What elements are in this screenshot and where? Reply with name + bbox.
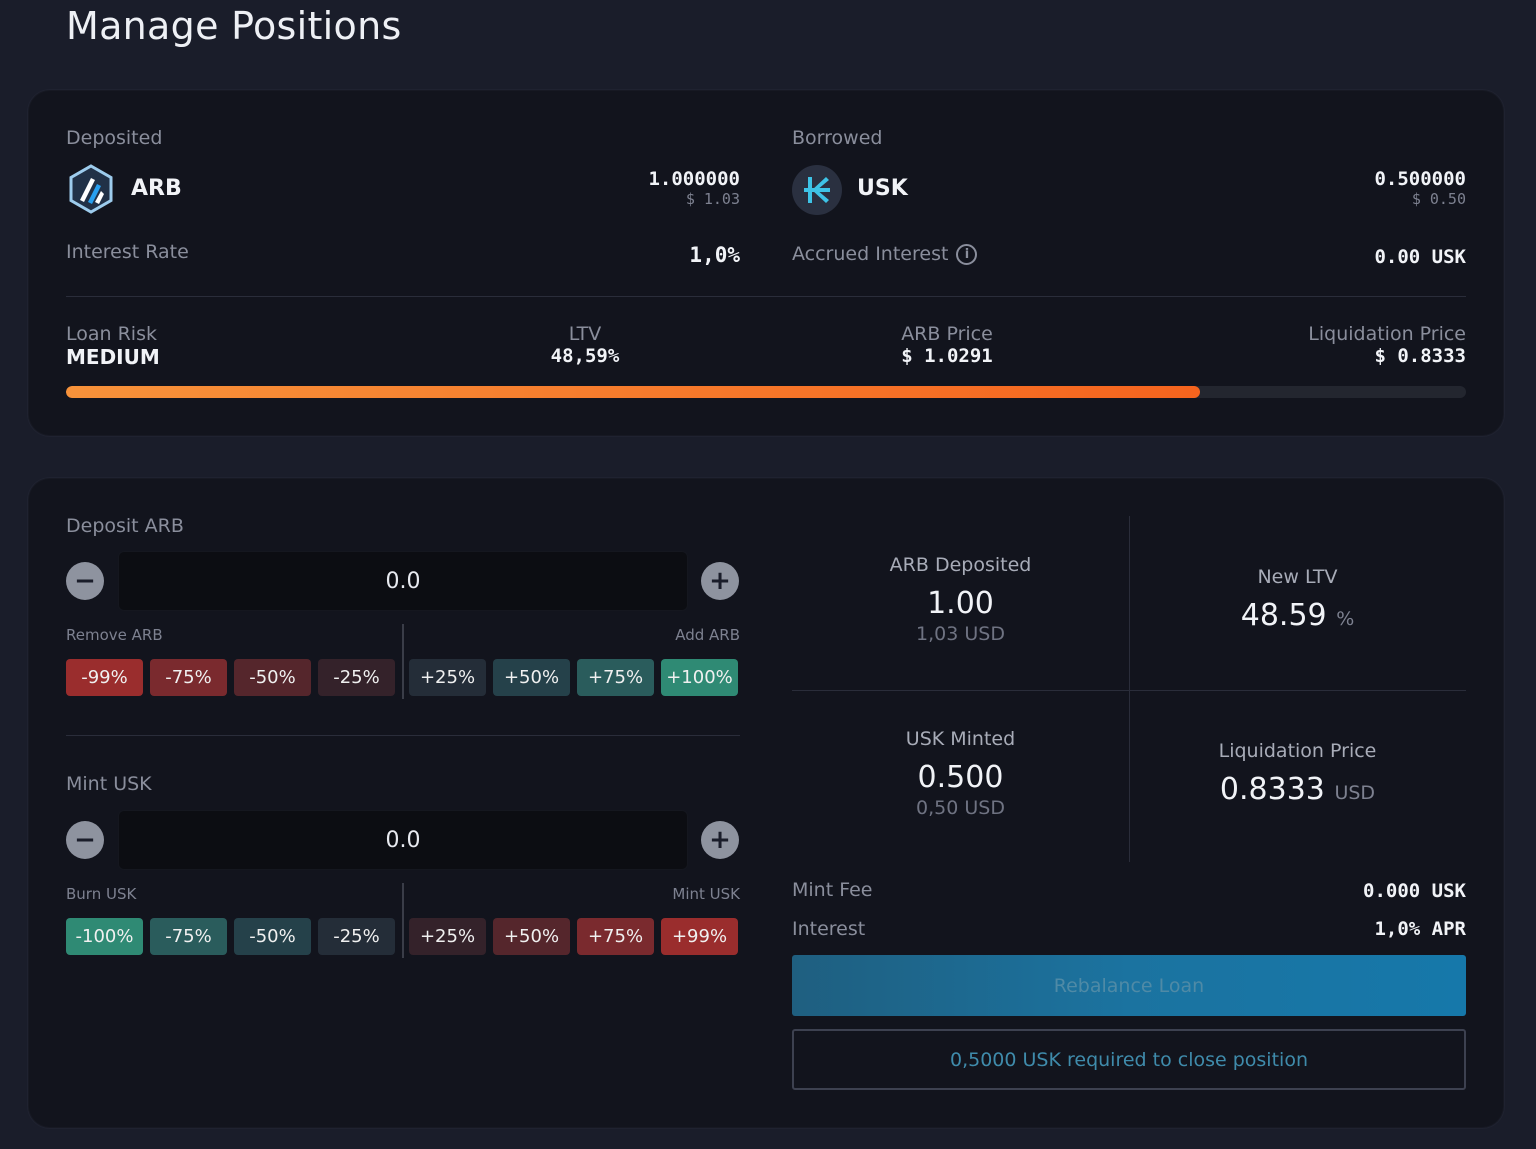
- usk-token-icon: [792, 165, 842, 215]
- borrowed-amount: 0.500000: [1374, 168, 1466, 190]
- new-liquidation-price-stat: Liquidation Price 0.8333 USD: [1129, 740, 1466, 807]
- mint-title: Mint USK: [66, 773, 152, 795]
- deposit-percent-row-add: +25% +50% +75% +100%: [409, 659, 738, 696]
- loan-risk-value: MEDIUM: [66, 345, 160, 369]
- position-summary-card: [28, 90, 1504, 436]
- deposit-pct-button[interactable]: +25%: [409, 659, 486, 696]
- close-position-button[interactable]: 0,5000 USK required to close position: [792, 1029, 1466, 1090]
- interest-rate-value: 1,0%: [689, 243, 740, 267]
- borrowed-amount-block: 0.500000 $ 0.50: [1266, 168, 1466, 208]
- accrued-interest-label-row: Accrued Interest i: [792, 243, 978, 265]
- interest-value: 1,0% APR: [1374, 918, 1466, 940]
- arb-deposited-stat: ARB Deposited 1.00 1,03 USD: [792, 554, 1129, 645]
- loan-risk-bar-fill: [66, 386, 1200, 398]
- mint-pct-button[interactable]: -50%: [234, 918, 311, 955]
- deposited-usd: $ 1.03: [685, 190, 740, 208]
- ltv-label: LTV: [568, 323, 602, 345]
- interest-rate-label: Interest Rate: [66, 241, 189, 263]
- loan-risk-block: Loan Risk MEDIUM: [66, 323, 160, 369]
- remove-arb-label: Remove ARB: [66, 626, 163, 644]
- liquidation-price-block: Liquidation Price $ 0.8333: [1216, 323, 1466, 367]
- usk-minted-stat: USK Minted 0.500 0,50 USD: [792, 728, 1129, 819]
- new-ltv-value-row: 48.59 %: [1129, 598, 1466, 633]
- arb-deposited-value: 1.00: [927, 586, 994, 621]
- deposited-amount-block: 1.000000 $ 1.03: [540, 168, 740, 208]
- deposited-amount: 1.000000: [648, 168, 740, 190]
- mint-percent-row-mint: +25% +50% +75% +99%: [409, 918, 738, 955]
- arb-price-label: ARB Price: [901, 323, 993, 345]
- arb-token-icon: [66, 164, 116, 214]
- borrowed-usd: $ 0.50: [1411, 190, 1466, 208]
- loan-risk-label: Loan Risk: [66, 323, 157, 345]
- mint-pct-button[interactable]: -75%: [150, 918, 227, 955]
- accrued-interest-label: Accrued Interest: [792, 243, 949, 265]
- deposit-pct-button[interactable]: +75%: [577, 659, 654, 696]
- deposit-title: Deposit ARB: [66, 515, 184, 537]
- deposit-decrement-button[interactable]: −: [66, 562, 104, 600]
- ltv-value: 48,59%: [550, 345, 620, 367]
- deposit-separator: [402, 624, 404, 699]
- deposit-pct-button[interactable]: -50%: [234, 659, 311, 696]
- new-ltv-stat: New LTV 48.59 %: [1129, 566, 1466, 633]
- usk-minted-label: USK Minted: [905, 728, 1016, 750]
- usk-minted-value: 0.500: [917, 760, 1004, 795]
- burn-usk-label: Burn USK: [66, 885, 137, 903]
- new-liquidation-price-unit: USD: [1334, 782, 1376, 804]
- new-ltv-label: New LTV: [1257, 566, 1338, 588]
- new-ltv-value: 48.59: [1240, 598, 1327, 633]
- interest-label: Interest: [792, 918, 866, 940]
- usk-minted-usd: 0,50 USD: [916, 797, 1005, 819]
- new-ltv-unit: %: [1336, 608, 1355, 630]
- loan-risk-bar: [66, 386, 1466, 398]
- rebalance-loan-button[interactable]: Rebalance Loan: [792, 955, 1466, 1016]
- new-liquidation-price-value: 0.8333: [1219, 772, 1325, 807]
- mint-pct-button[interactable]: +99%: [661, 918, 738, 955]
- stats-vertical-divider: [1129, 516, 1130, 862]
- deposited-token-name: ARB: [131, 176, 182, 201]
- liquidation-price-label: Liquidation Price: [1308, 323, 1466, 345]
- mint-fee-label: Mint Fee: [792, 879, 873, 901]
- arb-price-value: $ 1.0291: [901, 345, 993, 367]
- mint-percent-row-burn: -100% -75% -50% -25%: [66, 918, 395, 955]
- deposit-pct-button[interactable]: +100%: [661, 659, 738, 696]
- add-arb-label: Add ARB: [675, 626, 740, 644]
- mint-increment-button[interactable]: +: [701, 821, 739, 859]
- mint-pct-button[interactable]: +50%: [493, 918, 570, 955]
- arb-deposited-usd: 1,03 USD: [916, 623, 1005, 645]
- deposited-label: Deposited: [66, 127, 163, 149]
- ltv-block: LTV 48,59%: [485, 323, 685, 367]
- mint-pct-button[interactable]: -100%: [66, 918, 143, 955]
- accrued-interest-value: 0.00 USK: [1374, 246, 1466, 268]
- borrowed-label: Borrowed: [792, 127, 883, 149]
- new-liquidation-price-label: Liquidation Price: [1218, 740, 1377, 762]
- deposit-pct-button[interactable]: -75%: [150, 659, 227, 696]
- liquidation-price-value: $ 0.8333: [1374, 345, 1466, 367]
- stats-horizontal-divider: [792, 690, 1466, 691]
- deposit-increment-button[interactable]: +: [701, 562, 739, 600]
- mint-amount-input[interactable]: [118, 810, 688, 870]
- mint-separator: [402, 883, 404, 958]
- section-divider: [66, 735, 740, 736]
- borrowed-token-name: USK: [857, 176, 908, 201]
- mint-decrement-button[interactable]: −: [66, 821, 104, 859]
- mint-usk-label: Mint USK: [672, 885, 740, 903]
- summary-divider: [66, 296, 1466, 297]
- mint-pct-button[interactable]: -25%: [318, 918, 395, 955]
- deposit-percent-row-remove: -99% -75% -50% -25%: [66, 659, 395, 696]
- mint-pct-button[interactable]: +25%: [409, 918, 486, 955]
- arb-price-block: ARB Price $ 1.0291: [847, 323, 1047, 367]
- mint-fee-value: 0.000 USK: [1363, 880, 1466, 902]
- deposit-pct-button[interactable]: -99%: [66, 659, 143, 696]
- new-liquidation-price-value-row: 0.8333 USD: [1129, 772, 1466, 807]
- deposit-amount-input[interactable]: [118, 551, 688, 611]
- page-title: Manage Positions: [66, 4, 402, 48]
- info-icon[interactable]: i: [956, 243, 978, 265]
- deposit-pct-button[interactable]: -25%: [318, 659, 395, 696]
- arb-deposited-label: ARB Deposited: [889, 554, 1032, 576]
- deposit-pct-button[interactable]: +50%: [493, 659, 570, 696]
- mint-pct-button[interactable]: +75%: [577, 918, 654, 955]
